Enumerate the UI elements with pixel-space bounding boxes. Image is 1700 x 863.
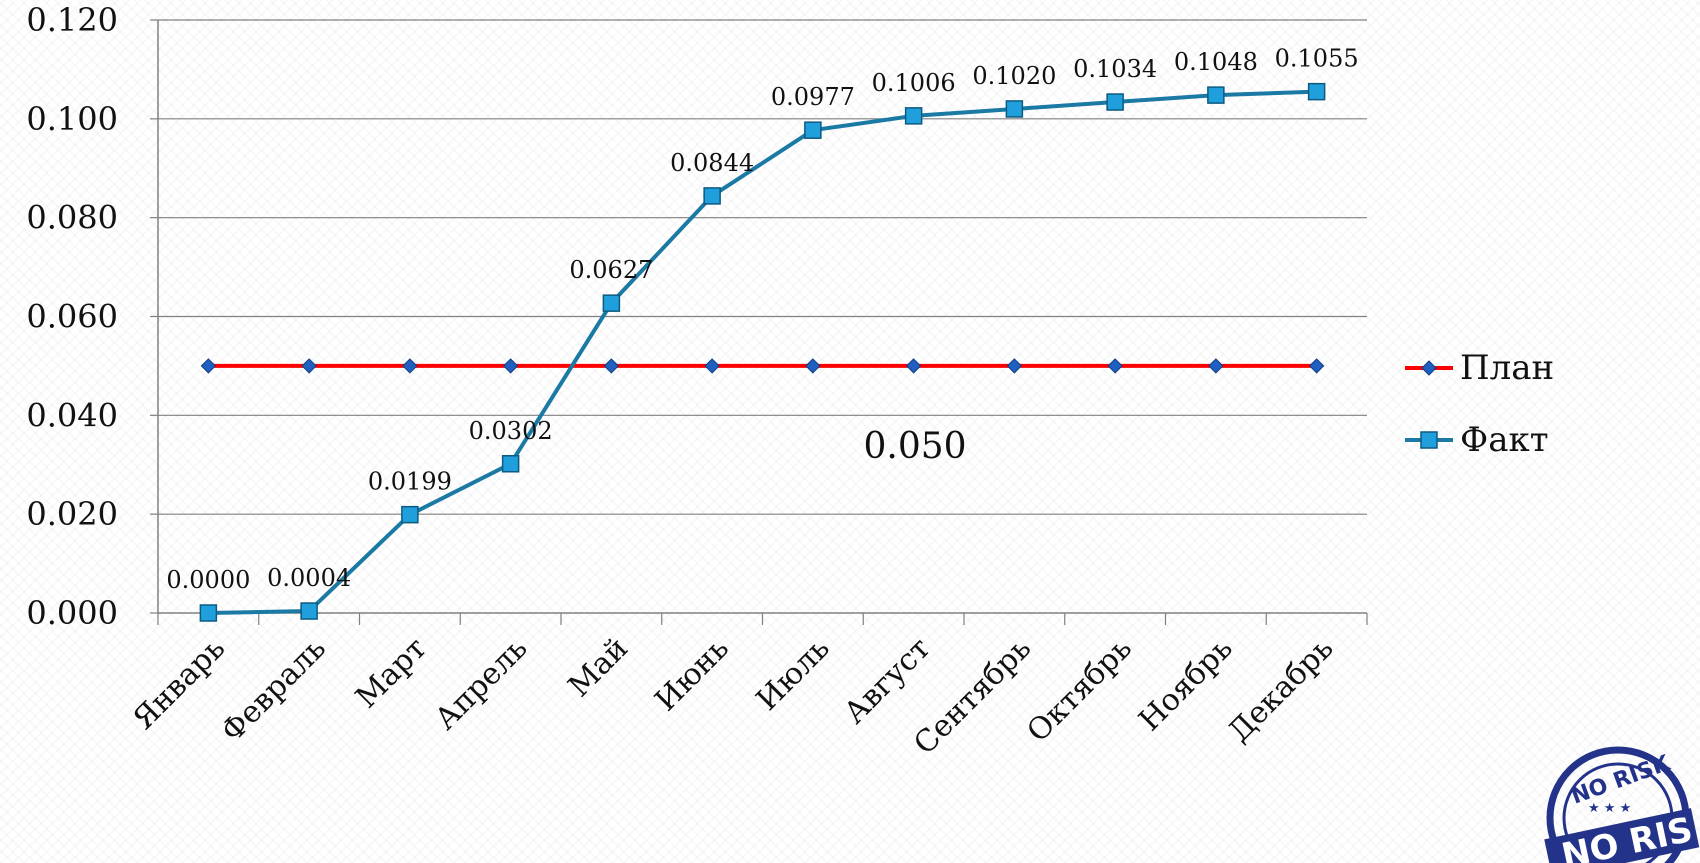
y-tick-label: 0.060 [26,298,118,336]
plan-value-annotation: 0.050 [863,426,966,467]
data-point-marker [1307,82,1326,101]
data-point-marker [199,604,218,622]
data-point-marker [602,294,621,312]
data-point-marker [804,121,822,139]
data-label: 0.1048 [1174,48,1258,76]
data-label: 0.0977 [771,83,855,111]
data-point-marker [905,358,922,374]
data-labels: 0.0000 0.0004 0.0199 0.0302 0.0627 0.0844 0.09… [166,45,1358,594]
x-tick-label: Январь [126,631,232,737]
y-tick-label: 0.000 [26,594,118,632]
x-tick-label: Май [562,631,635,704]
data-point-marker [300,602,318,620]
series-markers [199,82,1326,622]
y-axis-tick-labels: 0.000 0.020 0.040 0.060 0.080 0.100 0.120 [26,1,118,632]
data-point-marker [805,358,821,374]
data-point-marker [1207,86,1225,104]
series-lines [208,89,1317,615]
data-point-marker [1006,358,1023,374]
y-tick-label: 0.040 [26,396,118,434]
x-tick-label: Апрель [428,631,534,737]
y-tick-label: 0.080 [26,199,118,237]
data-label: 0.0627 [569,256,653,284]
data-point-marker [1208,358,1224,374]
data-point-marker [603,358,620,374]
legend-marker [1421,360,1437,376]
x-tick-label: Март [349,631,433,715]
data-label: 0.0000 [166,566,250,594]
data-point-marker [1308,358,1325,374]
x-tick-label: Октябрь [1020,631,1138,749]
data-point-marker [501,455,520,473]
data-label: 0.1055 [1275,45,1359,73]
no-risk-stamp-logo: NO RISK ★ ★ ★ NO RIS [1544,746,1700,863]
data-label: 0.1034 [1073,55,1157,83]
data-point-marker [904,107,923,125]
legend-label: План [1460,348,1554,388]
x-tick-label: Декабрь [1222,631,1340,749]
y-tick-label: 0.100 [26,100,118,138]
data-point-marker [704,358,720,374]
data-point-marker [1106,93,1124,111]
x-tick-label: Июль [750,631,837,718]
x-tick-label: Июнь [648,631,735,718]
gridlines [158,19,1367,515]
data-label: 0.0302 [469,417,553,445]
axes [150,19,1368,625]
data-point-marker [401,505,419,524]
y-tick-label: 0.120 [26,1,118,39]
data-point-marker [1107,358,1123,374]
svg-text:★ ★ ★: ★ ★ ★ [1588,801,1631,816]
data-point-marker [502,358,519,374]
data-label: 0.0844 [670,149,754,177]
data-point-marker [703,187,721,205]
data-point-marker [200,358,217,374]
x-tick-label: Февраль [215,631,333,749]
series-line [208,89,1317,615]
data-point-marker [1005,100,1024,118]
data-point-marker [301,358,317,374]
data-label: 0.1020 [972,62,1056,90]
data-label: 0.0199 [368,468,452,496]
data-label: 0.1006 [872,69,956,97]
legend-marker [1420,431,1438,449]
legend-label: Факт [1460,420,1549,460]
data-label: 0.0004 [267,564,351,592]
x-tick-label: Август [837,631,937,731]
y-tick-label: 0.020 [26,495,118,533]
legend: План Факт [1405,348,1554,460]
data-point-marker [402,358,418,374]
